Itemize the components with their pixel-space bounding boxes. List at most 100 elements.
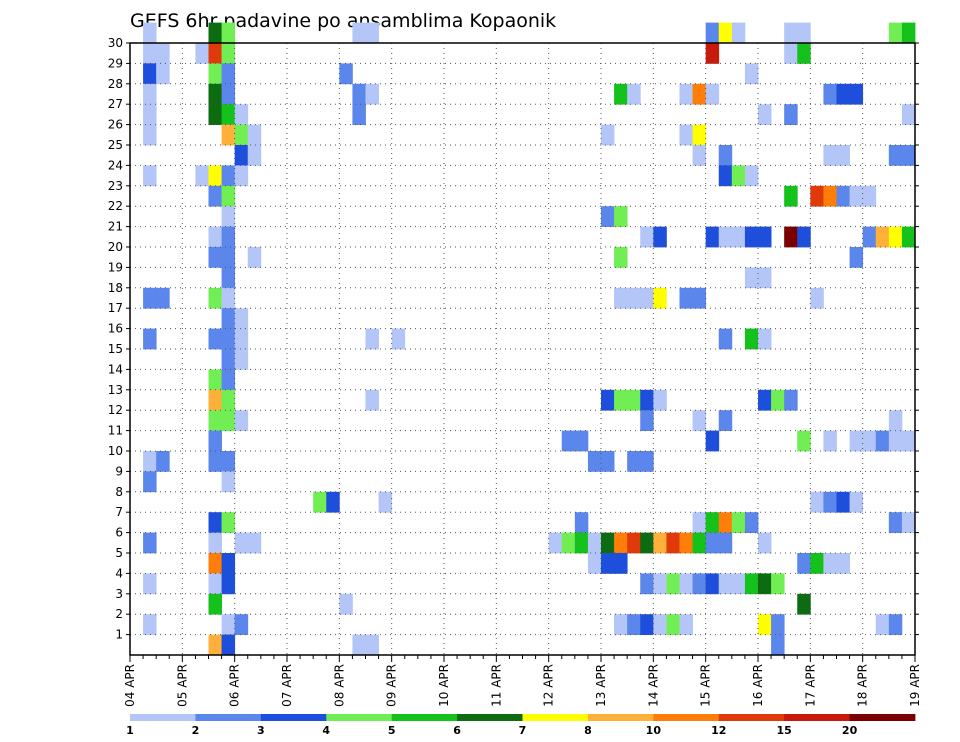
heatmap-cell: [718, 226, 733, 248]
heatmap-cell: [208, 512, 222, 533]
heatmap-cell: [221, 267, 236, 289]
x-tick-label: 18 APR: [856, 664, 870, 707]
x-axis: 04 APR 05 APR 06 APR 07 APR 08 APR 09 APR 10 A…: [123, 655, 922, 707]
heatmap-cells: [143, 22, 916, 656]
heatmap-cell: [326, 491, 340, 513]
y-tick-label: 18: [108, 281, 123, 295]
heatmap-cell: [744, 512, 759, 533]
heatmap-cell: [627, 287, 641, 309]
heatmap-cell: [810, 185, 824, 207]
colorbar-label: 8: [584, 724, 592, 737]
x-tick-label: 04 APR: [123, 664, 137, 707]
colorbar-label: 20: [842, 724, 858, 737]
y-tick-label: 11: [108, 424, 123, 438]
heatmap-cell: [208, 83, 222, 105]
heatmap-cell: [836, 553, 850, 574]
heatmap-cell: [365, 22, 379, 44]
heatmap-cell: [718, 532, 733, 554]
heatmap-cell: [705, 512, 720, 533]
colorbar-swatch: [849, 714, 916, 721]
colorbar-swatch: [587, 714, 654, 721]
heatmap-cell: [247, 247, 262, 268]
heatmap-cell: [221, 22, 236, 44]
heatmap-cell: [836, 185, 850, 207]
heatmap-cell: [875, 614, 890, 635]
heatmap-cell: [143, 63, 157, 85]
heatmap-cell: [234, 532, 249, 554]
heatmap-cell: [143, 532, 157, 554]
heatmap-cell: [221, 226, 236, 248]
heatmap-cell: [731, 512, 746, 533]
heatmap-cell: [143, 43, 157, 64]
colorbar-label: 1: [126, 724, 134, 737]
heatmap-cell: [784, 104, 798, 125]
heatmap-cell: [653, 226, 667, 248]
x-tick-label: 05 APR: [175, 664, 189, 707]
heatmap-cell: [221, 185, 236, 207]
heatmap-cell: [718, 328, 733, 350]
heatmap-cell: [771, 573, 785, 595]
heatmap-cell: [784, 185, 798, 207]
heatmap-cell: [705, 43, 720, 64]
heatmap-cell: [601, 553, 615, 574]
heatmap-cell: [574, 430, 589, 452]
heatmap-cell: [640, 532, 654, 554]
heatmap-cell: [208, 410, 222, 431]
x-tick-label: 08 APR: [332, 664, 346, 707]
heatmap-cell: [692, 410, 707, 431]
y-tick-label: 26: [108, 118, 123, 132]
y-tick-label: 17: [108, 301, 123, 315]
heatmap-cell: [614, 287, 628, 309]
heatmap-cell: [679, 287, 693, 309]
heatmap-cell: [221, 83, 236, 105]
heatmap-cell: [208, 634, 222, 656]
heatmap-cell: [614, 247, 628, 268]
heatmap-cell: [234, 165, 249, 187]
colorbar-label: 7: [519, 724, 527, 737]
heatmap-cell: [208, 389, 222, 411]
heatmap-cell: [679, 83, 693, 105]
heatmap-cell: [627, 389, 641, 411]
heatmap-cell: [692, 83, 707, 105]
heatmap-cell: [705, 22, 720, 44]
heatmap-cell: [836, 145, 850, 166]
colorbar-label: 4: [322, 724, 330, 737]
heatmap-cell: [718, 512, 733, 533]
heatmap-cell: [339, 63, 353, 85]
heatmap-cell: [208, 22, 222, 44]
heatmap-cell: [221, 369, 236, 391]
heatmap-cell: [849, 430, 864, 452]
heatmap-cell: [221, 389, 236, 411]
y-tick-label: 10: [108, 444, 123, 458]
heatmap-cell: [601, 532, 615, 554]
heatmap-cell: [365, 328, 379, 350]
heatmap-cell: [614, 532, 628, 554]
heatmap-cell: [143, 328, 157, 350]
heatmap-cell: [156, 63, 170, 85]
y-tick-label: 12: [108, 403, 123, 417]
y-tick-label: 13: [108, 383, 123, 397]
heatmap-cell: [627, 83, 641, 105]
colorbar-swatch: [326, 714, 393, 721]
heatmap-cell: [653, 389, 667, 411]
heatmap-cell: [234, 308, 249, 329]
heatmap-cell: [758, 226, 772, 248]
heatmap-cell: [731, 226, 746, 248]
heatmap-cell: [221, 573, 236, 595]
heatmap-cell: [810, 287, 824, 309]
heatmap-cell: [208, 430, 222, 452]
heatmap-cell: [640, 451, 654, 472]
heatmap-cell: [143, 573, 157, 595]
heatmap-cell: [143, 614, 157, 635]
x-tick-label: 11 APR: [489, 664, 503, 707]
heatmap-cell: [574, 532, 589, 554]
colorbar: 1 2 3 4 5 6 7 8 10 12 15 20: [126, 714, 916, 737]
heatmap-cell: [221, 553, 236, 574]
heatmap-cell: [862, 226, 877, 248]
colorbar-label: 2: [192, 724, 200, 737]
heatmap-cell: [797, 22, 811, 44]
heatmap-cell: [901, 104, 916, 125]
heatmap-cell: [208, 369, 222, 391]
heatmap-cell: [234, 614, 249, 635]
heatmap-cell: [692, 512, 707, 533]
